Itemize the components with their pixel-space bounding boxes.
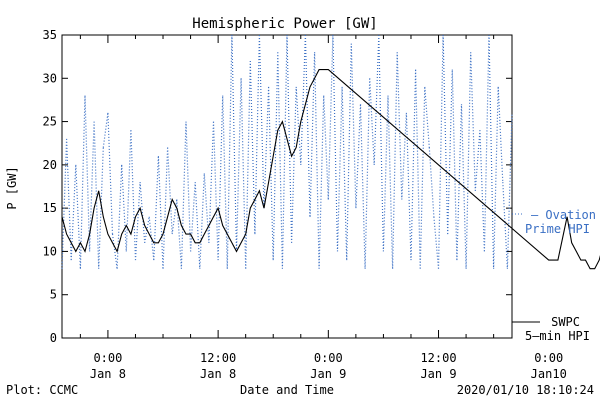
y-tick-label-15: 15 xyxy=(43,201,57,215)
y-tick-label-0: 0 xyxy=(50,331,57,345)
footer-timestamp: 2020/01/10 18:10:24 xyxy=(457,383,594,397)
legend-swpc-line2: 5—min HPI xyxy=(525,329,590,343)
legend-ovation-line2: Prime HPI xyxy=(525,222,590,236)
legend-swpc-line1: SWPC xyxy=(551,315,580,329)
chart-title: Hemispheric Power [GW] xyxy=(192,16,377,32)
x-tick-time-3: 12:00 xyxy=(420,351,456,365)
x-tick-date-3: Jan 9 xyxy=(420,367,456,381)
y-tick-label-10: 10 xyxy=(43,244,57,258)
series-layer xyxy=(61,34,600,270)
y-tick-label-20: 20 xyxy=(43,158,57,172)
y-tick-label-5: 5 xyxy=(50,288,57,302)
x-tick-date-0: Jan 8 xyxy=(90,367,126,381)
x-tick-time-0: 0:00 xyxy=(93,351,122,365)
series-0 xyxy=(61,34,513,269)
x-tick-date-1: Jan 8 xyxy=(200,367,236,381)
x-tick-time-1: 12:00 xyxy=(200,351,236,365)
legend-ovation-line1: — Ovation xyxy=(531,208,596,222)
x-tick-time-4: 0:00 xyxy=(534,351,563,365)
footer-credit: Plot: CCMC xyxy=(6,383,78,397)
y-tick-label-25: 25 xyxy=(43,115,57,129)
y-axis-label: P [GW] xyxy=(5,166,19,209)
x-tick-time-2: 0:00 xyxy=(314,351,343,365)
x-tick-date-2: Jan 9 xyxy=(310,367,346,381)
axis-ticks xyxy=(62,34,512,339)
y-tick-label-30: 30 xyxy=(43,71,57,85)
y-tick-label-35: 35 xyxy=(43,28,57,42)
series-line-swpc xyxy=(61,69,600,270)
x-tick-date-4: Jan10 xyxy=(531,367,567,381)
series-line-ovation xyxy=(61,34,513,269)
x-tick-labels: 0:00 Jan 8 12:00 Jan 8 0:00 Jan 9 12:00 Jan 9 0:… xyxy=(90,351,567,381)
series-1 xyxy=(61,69,600,270)
y-tick-labels: 0 5 10 15 20 25 30 35 xyxy=(43,28,57,345)
x-axis-label: Date and Time xyxy=(240,383,334,397)
